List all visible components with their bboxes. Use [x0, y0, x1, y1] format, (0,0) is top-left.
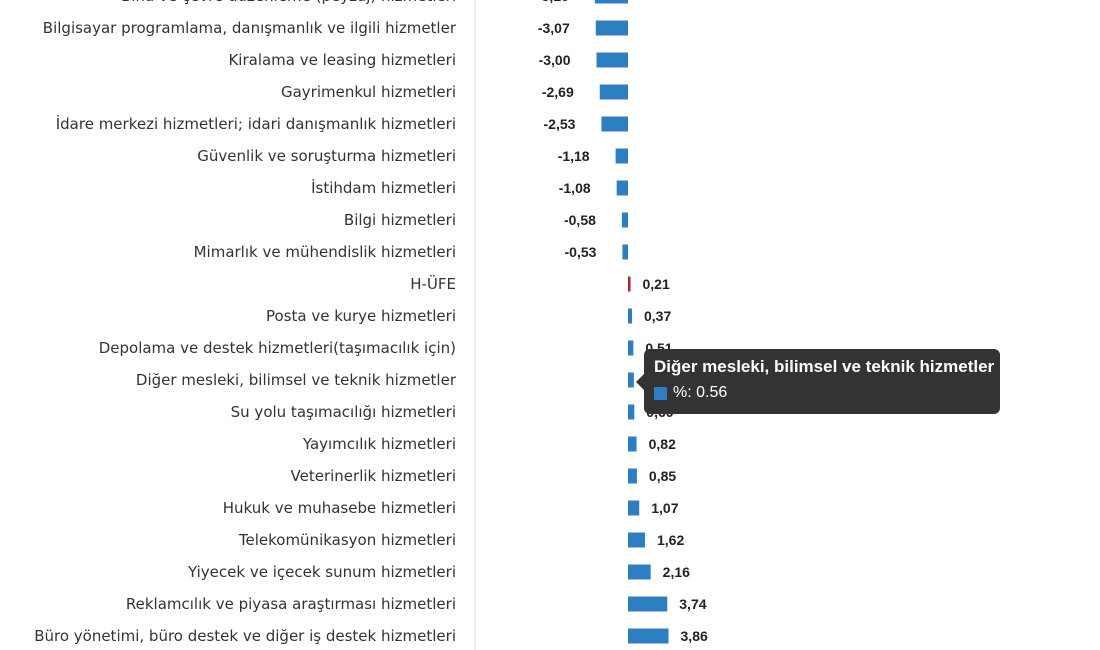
value-label: -3,07	[538, 20, 570, 36]
bar[interactable]	[628, 436, 637, 452]
tooltip-swatch	[654, 386, 667, 400]
value-label: -1,08	[559, 180, 591, 196]
bar[interactable]	[595, 20, 628, 36]
value-label: -2,53	[544, 116, 576, 132]
bar[interactable]	[621, 212, 628, 228]
bar[interactable]	[628, 564, 651, 580]
category-label: Veterinerlik hizmetleri	[291, 467, 456, 485]
bar[interactable]	[628, 532, 646, 548]
bar[interactable]	[622, 244, 628, 260]
bar[interactable]	[628, 372, 634, 388]
category-label: Hukuk ve muhasebe hizmetleri	[223, 499, 456, 517]
tooltip-value: %: 0.56	[673, 384, 728, 401]
tooltip-title: Diğer mesleki, bilimsel ve teknik hizmet…	[654, 357, 995, 376]
category-label: Telekomünikasyon hizmetleri	[238, 531, 456, 549]
value-label: 0,37	[644, 308, 671, 324]
category-label: İstihdam hizmetleri	[311, 178, 456, 197]
bar[interactable]	[601, 116, 628, 132]
value-label: -3,00	[539, 52, 571, 68]
bar[interactable]	[628, 340, 634, 356]
bar[interactable]	[628, 468, 637, 484]
category-label: Depolama ve destek hizmetleri(taşımacılı…	[99, 339, 456, 357]
bar[interactable]	[594, 0, 628, 4]
bar[interactable]	[616, 180, 628, 196]
category-label: Su yolu taşımacılığı hizmetleri	[231, 403, 456, 421]
value-label: 0,21	[643, 276, 670, 292]
bar[interactable]	[615, 148, 628, 164]
tooltip-row: %: 0.56	[654, 384, 990, 402]
value-label: 3,74	[679, 596, 706, 612]
bar[interactable]	[628, 596, 668, 612]
value-label: -1,18	[558, 148, 590, 164]
category-label: Mimarlık ve mühendislik hizmetleri	[194, 243, 456, 261]
bar[interactable]	[599, 84, 628, 100]
category-label: Reklamcılık ve piyasa araştırması hizmet…	[126, 595, 456, 613]
value-label: 1,07	[651, 500, 678, 516]
category-label: Güvenlik ve soruşturma hizmetleri	[197, 147, 456, 165]
category-label: Bilgisayar programlama, danışmanlık ve i…	[43, 19, 457, 37]
value-label: 3,86	[681, 628, 708, 644]
category-label: Diğer mesleki, bilimsel ve teknik hizmet…	[136, 371, 457, 389]
value-label: 0,85	[649, 468, 676, 484]
category-label: Yayımcılık hizmetleri	[302, 435, 456, 453]
value-label: -0,53	[565, 244, 597, 260]
value-label: 1,62	[657, 532, 684, 548]
bar[interactable]	[628, 276, 631, 292]
category-label: Bina ve çevre düzenleme (peyzaj) hizmetl…	[121, 0, 456, 5]
chart-tooltip: Diğer mesleki, bilimsel ve teknik hizmet…	[636, 349, 1000, 414]
bar[interactable]	[628, 308, 632, 324]
category-label: Posta ve kurye hizmetleri	[266, 307, 456, 325]
bar[interactable]	[628, 500, 640, 516]
category-label: Bilgi hizmetleri	[344, 211, 456, 229]
bar[interactable]	[628, 628, 669, 644]
bar[interactable]	[596, 52, 629, 68]
value-label: -0,58	[564, 212, 596, 228]
bar[interactable]	[628, 404, 635, 420]
category-label: İdare merkezi hizmetleri; idari danışman…	[56, 114, 456, 133]
category-label: Yiyecek ve içecek sunum hizmetleri	[187, 563, 456, 581]
value-label: -3,16	[537, 0, 569, 4]
value-label: 0,82	[649, 436, 676, 452]
value-label: 2,16	[663, 564, 690, 580]
category-label: Büro yönetimi, büro destek ve diğer iş d…	[34, 627, 456, 645]
category-label: Kiralama ve leasing hizmetleri	[228, 51, 456, 69]
category-label: Gayrimenkul hizmetleri	[281, 83, 456, 101]
value-label: -2,69	[542, 84, 574, 100]
category-label: H-ÜFE	[410, 274, 456, 293]
